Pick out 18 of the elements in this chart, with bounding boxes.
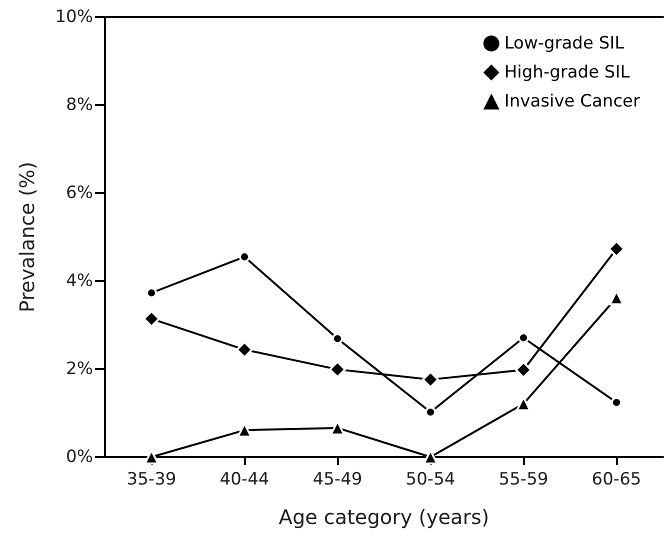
y-tick-label: 0% (66, 447, 93, 467)
legend-label: Low-grade SIL (504, 34, 625, 54)
point (332, 333, 343, 344)
x-tick-label: 60-65 (592, 470, 642, 490)
legend-label: High-grade SIL (504, 62, 630, 82)
y-tick-label: 4% (66, 271, 93, 291)
x-axis-title: Age category (years) (278, 505, 490, 529)
y-tick-label: 8% (66, 95, 93, 115)
x-tick-label: 45-49 (312, 470, 362, 490)
y-axis-title: Prevalance (%) (15, 162, 39, 312)
x-tick-label: 50-54 (406, 470, 456, 490)
y-tick-label: 10% (55, 7, 93, 27)
x-tick-label: 55-59 (498, 470, 548, 490)
y-tick-label: 2% (66, 359, 93, 379)
x-tick-label: 40-44 (220, 470, 270, 490)
x-tick-label: 35-39 (126, 470, 176, 490)
y-tick-label: 6% (66, 183, 93, 203)
legend-label: Invasive Cancer (504, 92, 640, 112)
